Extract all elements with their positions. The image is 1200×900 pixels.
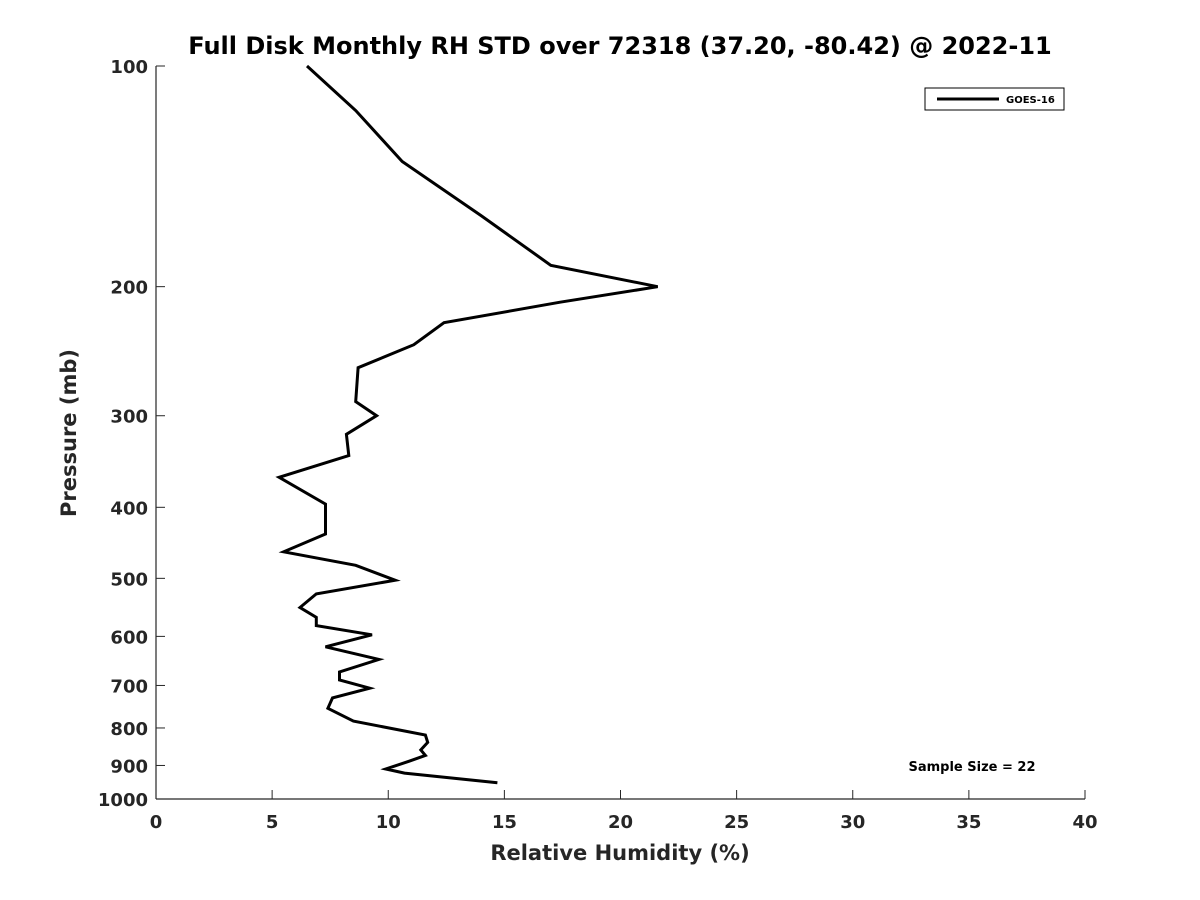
x-tick-label: 5 — [266, 812, 279, 833]
x-tick-label: 25 — [724, 812, 749, 833]
y-tick-label: 800 — [110, 719, 148, 740]
x-tick-label: 40 — [1072, 812, 1097, 833]
x-tick-label: 35 — [956, 812, 981, 833]
y-tick-label: 900 — [110, 756, 148, 777]
y-axis-label: Pressure (mb) — [57, 349, 81, 517]
legend: GOES-16 — [924, 87, 1065, 111]
y-tick-label: 200 — [110, 278, 148, 299]
y-tick-label: 100 — [110, 57, 148, 78]
series-group — [275, 64, 658, 785]
y-tick-label: 1000 — [98, 790, 148, 811]
x-tick-label: 15 — [492, 812, 517, 833]
y-axis-ticks: 100 200 300 400 500 600 700 800 900 1000 — [98, 57, 165, 811]
y-tick-label: 500 — [110, 569, 148, 590]
chart-title: Full Disk Monthly RH STD over 72318 (37.… — [188, 32, 1051, 60]
x-axis-label: Relative Humidity (%) — [490, 841, 749, 865]
legend-label-goes-16: GOES-16 — [1006, 95, 1055, 106]
x-tick-label: 10 — [376, 812, 401, 833]
y-tick-label: 400 — [110, 498, 148, 519]
x-tick-label: 30 — [840, 812, 865, 833]
y-tick-label: 300 — [110, 407, 148, 428]
sample-size-annotation: Sample Size = 22 — [908, 760, 1035, 775]
series-line-goes-16 — [275, 64, 658, 785]
x-axis-ticks: 0 5 10 15 20 25 30 35 40 — [150, 790, 1098, 833]
y-tick-label: 600 — [110, 627, 148, 648]
y-tick-label: 700 — [110, 676, 148, 697]
plot-area — [156, 66, 1085, 799]
x-tick-label: 0 — [150, 812, 163, 833]
x-tick-label: 20 — [608, 812, 633, 833]
